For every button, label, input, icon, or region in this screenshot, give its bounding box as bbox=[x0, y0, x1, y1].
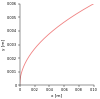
Y-axis label: y [m]: y [m] bbox=[2, 39, 6, 50]
X-axis label: x [m]: x [m] bbox=[51, 93, 62, 97]
